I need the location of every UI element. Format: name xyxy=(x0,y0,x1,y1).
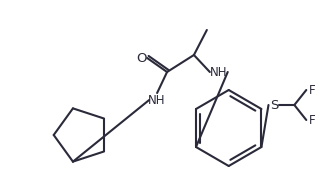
Text: O: O xyxy=(136,52,146,65)
Text: NH: NH xyxy=(210,65,228,78)
Text: F: F xyxy=(309,84,316,97)
Text: F: F xyxy=(309,113,316,126)
Text: S: S xyxy=(270,99,279,111)
Text: NH: NH xyxy=(149,94,166,107)
